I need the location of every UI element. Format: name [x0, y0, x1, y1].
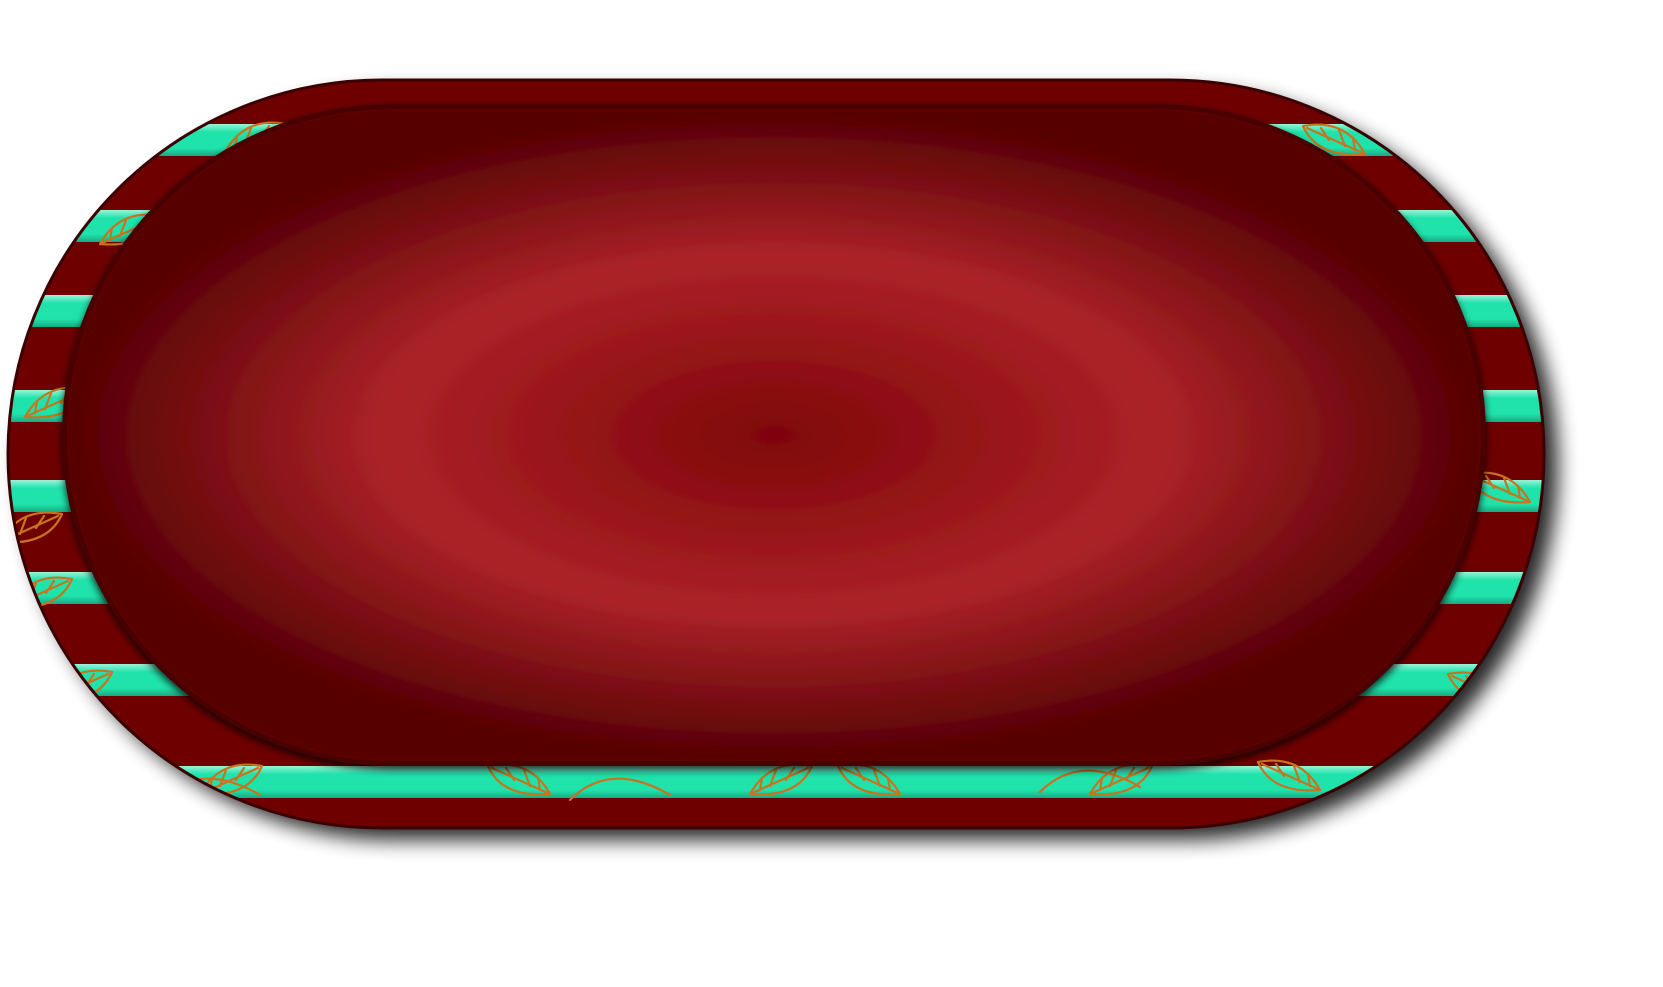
leaf-doodle-17 [1388, 765, 1454, 798]
leaf-doodle-2 [1301, 123, 1367, 156]
swirl-doodle-3 [1038, 769, 1142, 794]
swirl-doodle-2 [568, 777, 672, 802]
frame-edge [6, 78, 1546, 830]
leaf-doodle-16 [1256, 759, 1322, 792]
inner-panel [62, 104, 1486, 766]
inner-panel-face [67, 109, 1481, 761]
